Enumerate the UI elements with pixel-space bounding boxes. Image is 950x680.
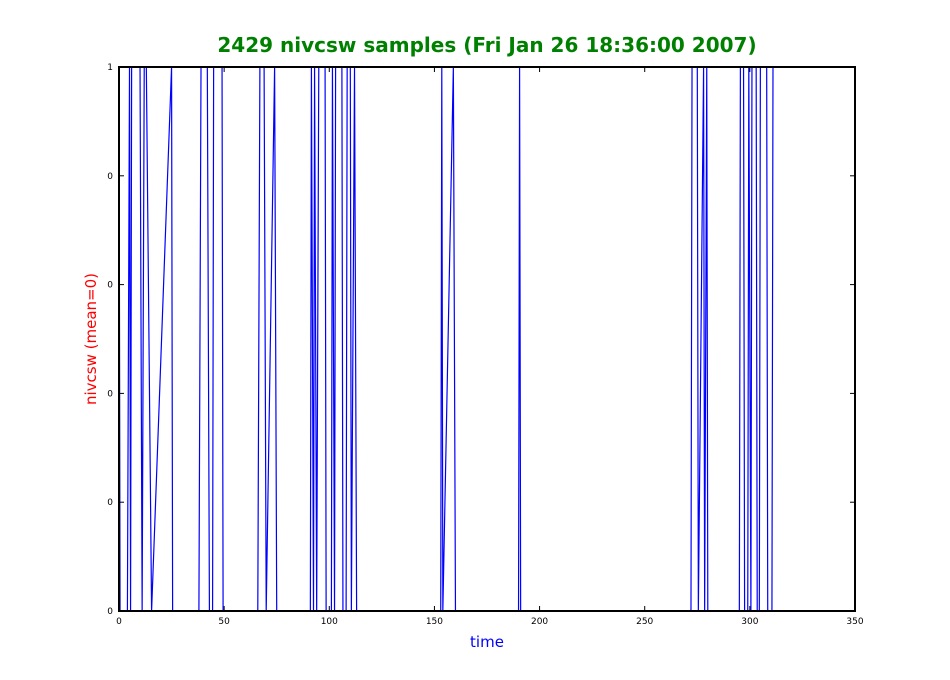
y-tick-label: 0 bbox=[107, 607, 113, 617]
axes-background bbox=[119, 67, 855, 611]
chart-title: 2429 nivcsw samples (Fri Jan 26 18:36:00… bbox=[217, 33, 756, 57]
x-tick-label: 200 bbox=[531, 617, 548, 627]
x-tick-label: 350 bbox=[846, 617, 863, 627]
x-axis-label: time bbox=[470, 633, 504, 651]
x-tick-label: 250 bbox=[636, 617, 653, 627]
x-tick-label: 150 bbox=[426, 617, 443, 627]
y-tick-label: 0 bbox=[107, 281, 113, 291]
x-tick-label: 0 bbox=[116, 617, 122, 627]
x-tick-label: 100 bbox=[321, 617, 338, 627]
x-tick-label: 300 bbox=[741, 617, 758, 627]
y-tick-label: 1 bbox=[107, 63, 113, 73]
y-tick-label: 0 bbox=[107, 389, 113, 399]
y-axis-label: nivcsw (mean=0) bbox=[82, 273, 100, 405]
axes-frame bbox=[118, 66, 856, 612]
y-tick-label: 0 bbox=[107, 498, 113, 508]
x-tick-label: 50 bbox=[218, 617, 230, 627]
y-tick-label: 0 bbox=[107, 172, 113, 182]
